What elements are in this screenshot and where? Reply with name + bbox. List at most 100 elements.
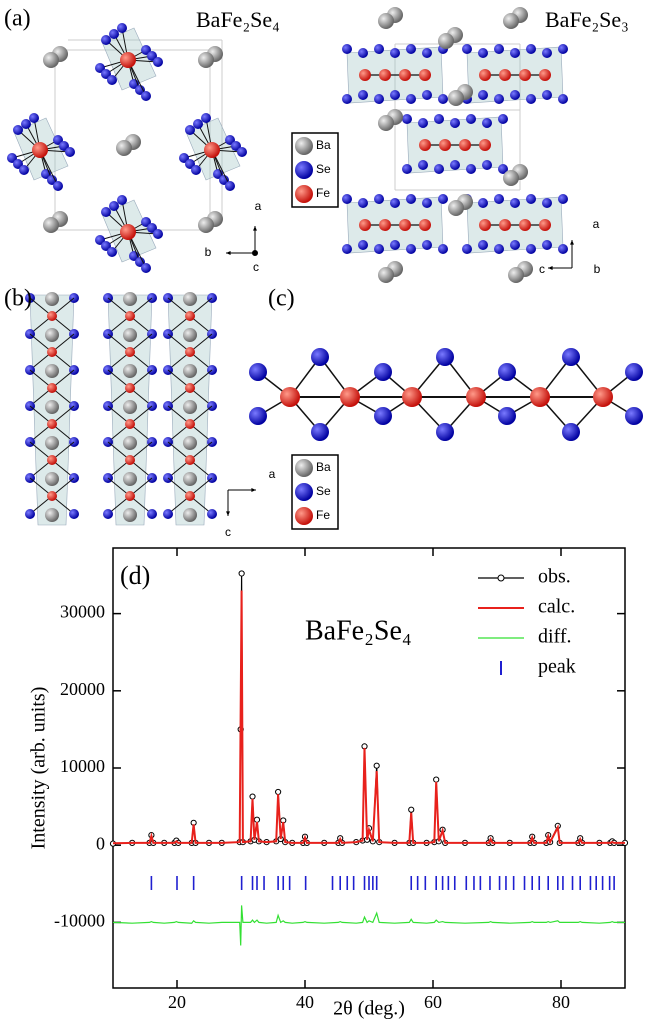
atom — [526, 244, 536, 254]
atom — [438, 94, 448, 104]
atom — [45, 364, 59, 378]
arrow-head — [548, 266, 553, 270]
obs-point — [433, 776, 440, 783]
atom — [117, 195, 127, 205]
panel-label: (b) — [4, 286, 32, 312]
atom — [434, 164, 444, 174]
atom — [526, 44, 536, 54]
atom — [120, 224, 136, 240]
axis-label: c — [539, 262, 545, 276]
atom — [402, 387, 422, 407]
atom — [503, 13, 519, 29]
atom — [125, 419, 135, 429]
atom — [478, 48, 488, 58]
atom — [438, 33, 454, 49]
atom — [193, 119, 203, 129]
atom — [438, 244, 448, 254]
atom — [47, 311, 57, 321]
atom — [399, 69, 411, 81]
atom — [625, 407, 643, 425]
atom — [101, 207, 111, 217]
atom — [47, 419, 57, 429]
atom-legend-label: Ba — [316, 460, 331, 474]
atom — [399, 219, 411, 231]
atom — [123, 364, 137, 378]
atom — [374, 407, 392, 425]
y-tick-label: 0 — [96, 833, 105, 853]
obs-point — [253, 816, 261, 823]
axis-label: a — [255, 199, 262, 213]
atom — [342, 44, 352, 54]
atom — [479, 139, 491, 151]
atom — [295, 185, 313, 203]
atom — [183, 328, 197, 342]
x-tick-label: 20 — [168, 992, 186, 1012]
atom — [526, 94, 536, 104]
atom — [562, 348, 580, 366]
atom — [191, 165, 201, 175]
atom — [498, 363, 516, 381]
atom — [204, 142, 220, 158]
atom — [141, 263, 151, 273]
atom — [406, 194, 416, 204]
atom — [183, 400, 197, 414]
atom — [358, 198, 368, 208]
atom — [342, 244, 352, 254]
y-tick-label: 10000 — [60, 756, 105, 776]
obs-point — [249, 793, 256, 800]
atom — [494, 244, 504, 254]
atom — [358, 240, 368, 250]
atom — [406, 244, 416, 254]
atom — [494, 44, 504, 54]
atom — [123, 508, 137, 522]
atom — [295, 483, 313, 501]
legend-marker — [497, 574, 505, 582]
atom — [47, 491, 57, 501]
atom — [101, 35, 111, 45]
atom — [13, 125, 23, 135]
atom — [295, 161, 313, 179]
atom — [450, 118, 460, 128]
atom — [558, 194, 568, 204]
atom — [163, 509, 173, 519]
legend-label: calc. — [538, 596, 575, 618]
atom — [422, 240, 432, 250]
atom — [311, 348, 329, 366]
atom — [45, 400, 59, 414]
atom — [153, 57, 163, 67]
atom — [198, 52, 214, 68]
atom — [125, 383, 135, 393]
atom — [280, 387, 300, 407]
legend-label: diff. — [538, 626, 572, 648]
atom — [462, 44, 472, 54]
x-axis-label: 2θ (deg.) — [333, 998, 405, 1020]
atom — [359, 219, 371, 231]
atom — [625, 363, 643, 381]
atom — [482, 160, 492, 170]
arrow-head — [570, 240, 574, 245]
arrow-head — [226, 251, 231, 255]
panel-label: (a) — [4, 6, 31, 32]
atom — [117, 23, 127, 33]
atom — [374, 44, 384, 54]
axis-label: b — [205, 245, 212, 259]
atom — [123, 472, 137, 486]
arrow-head — [251, 488, 256, 492]
formula: BaFe₂Se₃ — [545, 7, 629, 32]
atom — [530, 387, 550, 407]
atom — [123, 436, 137, 450]
atom — [43, 217, 59, 233]
atom — [406, 44, 416, 54]
atom — [65, 147, 75, 157]
atom — [125, 455, 135, 465]
structures: Ba Se Fe Ba Se Fe a b c a c b a c — [7, 7, 643, 539]
atom — [185, 311, 195, 321]
atom — [29, 113, 39, 123]
atom — [359, 69, 371, 81]
formula: BaFe₂Se₄ — [196, 7, 280, 32]
atom — [503, 170, 519, 186]
atom — [593, 387, 613, 407]
atom — [125, 311, 135, 321]
atom — [147, 509, 157, 519]
